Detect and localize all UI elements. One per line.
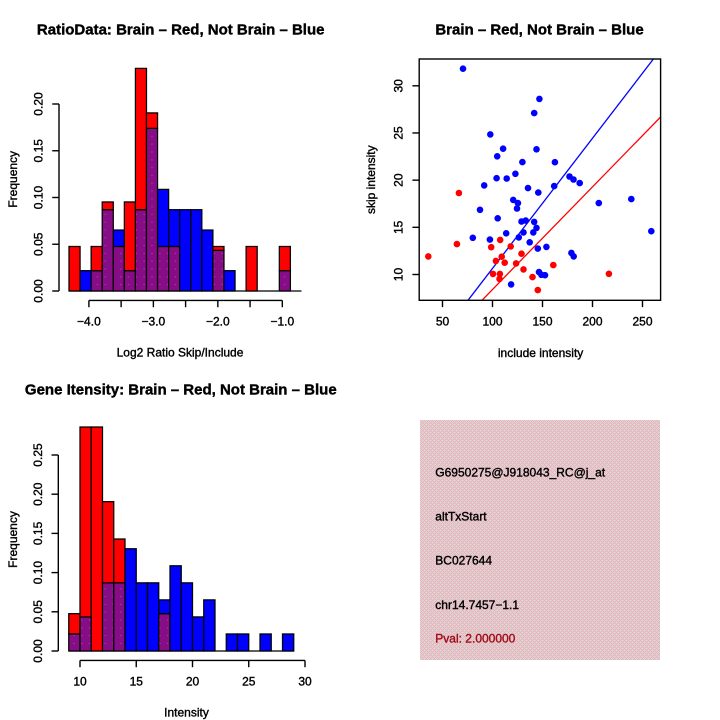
svg-text:−3.0: −3.0	[142, 315, 166, 329]
svg-text:0.05: 0.05	[32, 232, 46, 256]
svg-text:Brain – Red, Not Brain – Blue: Brain – Red, Not Brain – Blue	[435, 21, 643, 38]
svg-text:skip intensity: skip intensity	[364, 145, 378, 214]
svg-text:Frequency: Frequency	[6, 151, 20, 208]
svg-text:Frequency: Frequency	[6, 511, 20, 568]
svg-text:30: 30	[298, 675, 312, 689]
svg-text:100: 100	[482, 315, 502, 329]
svg-text:15: 15	[392, 220, 406, 234]
svg-text:0.20: 0.20	[31, 482, 45, 506]
svg-text:10: 10	[73, 675, 87, 689]
svg-text:−2.0: −2.0	[206, 315, 230, 329]
svg-text:include intensity: include intensity	[498, 346, 583, 360]
svg-text:25: 25	[392, 126, 406, 140]
svg-text:20: 20	[392, 173, 406, 187]
svg-text:0.10: 0.10	[32, 185, 46, 209]
svg-text:0.20: 0.20	[32, 92, 46, 116]
svg-text:0.25: 0.25	[31, 443, 45, 467]
svg-text:50: 50	[436, 315, 450, 329]
svg-text:0.15: 0.15	[32, 139, 46, 163]
svg-text:15: 15	[130, 675, 144, 689]
svg-text:25: 25	[242, 675, 256, 689]
svg-text:RatioData: Brain – Red, Not Br: RatioData: Brain – Red, Not Brain – Blue	[37, 21, 325, 38]
svg-text:250: 250	[632, 315, 652, 329]
svg-text:−4.0: −4.0	[77, 315, 101, 329]
svg-text:200: 200	[582, 315, 602, 329]
svg-text:10: 10	[392, 268, 406, 282]
svg-text:0.10: 0.10	[31, 561, 45, 585]
svg-text:0.00: 0.00	[32, 279, 46, 303]
svg-text:Log2 Ratio Skip/Include: Log2 Ratio Skip/Include	[117, 346, 244, 360]
svg-text:Intensity: Intensity	[164, 706, 209, 720]
svg-text:20: 20	[186, 675, 200, 689]
svg-text:150: 150	[532, 315, 552, 329]
svg-text:0.05: 0.05	[31, 600, 45, 624]
svg-text:−1.0: −1.0	[270, 315, 294, 329]
svg-text:BC027644: BC027644	[435, 553, 492, 567]
svg-text:G6950275@J918043_RC@j_at: G6950275@J918043_RC@j_at	[435, 465, 605, 479]
svg-text:0.00: 0.00	[31, 639, 45, 663]
svg-text:chr14.7457−1.1: chr14.7457−1.1	[435, 598, 519, 612]
svg-text:0.15: 0.15	[31, 521, 45, 545]
svg-text:Gene Itensity: Brain – Red, No: Gene Itensity: Brain – Red, Not Brain – …	[25, 381, 337, 398]
svg-text:30: 30	[392, 79, 406, 93]
svg-text:altTxStart: altTxStart	[435, 509, 487, 523]
svg-text:Pval: 2.000000: Pval: 2.000000	[435, 631, 515, 645]
